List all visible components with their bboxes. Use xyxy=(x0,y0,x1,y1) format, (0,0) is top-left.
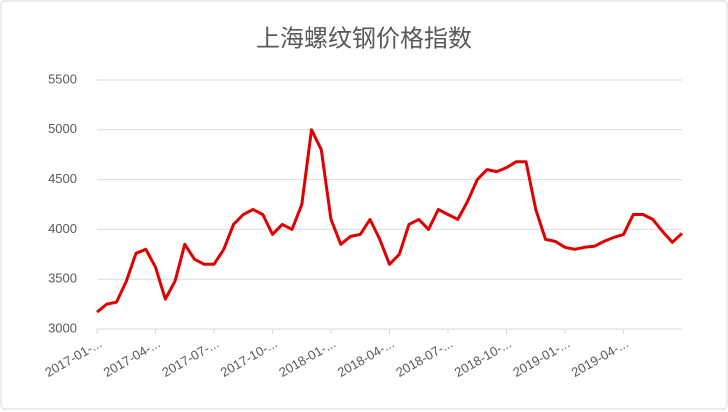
line-series xyxy=(96,128,684,314)
chart-title: 上海螺纹钢价格指数 xyxy=(256,25,472,52)
y-tick-label: 4500 xyxy=(48,171,77,186)
y-tick-label: 3500 xyxy=(48,271,77,286)
y-tick-label: 3000 xyxy=(48,320,77,335)
y-tick-label: 5500 xyxy=(48,71,77,86)
y-tick-label: 5000 xyxy=(48,121,77,136)
y-tick-label: 4000 xyxy=(48,221,77,236)
